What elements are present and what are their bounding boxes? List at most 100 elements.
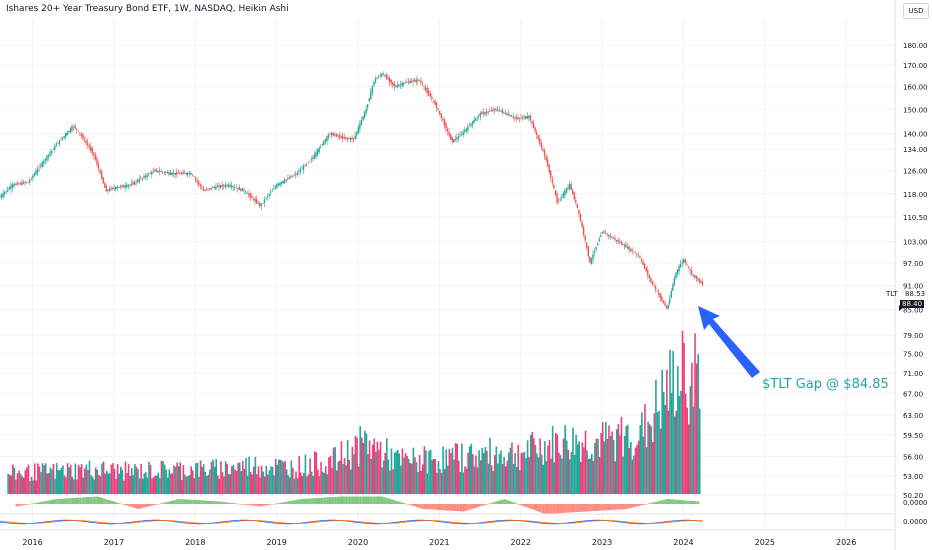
volume-bar	[71, 476, 74, 494]
volume-bar	[457, 460, 460, 494]
volume-bar	[385, 438, 388, 494]
oscillator-bar	[264, 504, 266, 506]
oscillator-bar	[340, 496, 343, 504]
oscillator-bar	[655, 501, 658, 504]
candle-body	[61, 137, 64, 140]
volume-bar	[611, 431, 613, 494]
oscillator-bar	[329, 497, 332, 504]
oscillator-bar	[558, 504, 561, 514]
oscillator-bar	[433, 504, 435, 510]
oscillator-bar	[630, 504, 632, 508]
candle-body	[338, 135, 341, 138]
candle-body	[631, 249, 633, 252]
oscillator-bar	[114, 501, 116, 504]
oscillator-bar	[586, 504, 589, 512]
candle-body	[7, 188, 9, 192]
oscillator-bar	[409, 504, 412, 506]
oscillator-bar	[98, 496, 101, 504]
volume-bar	[195, 463, 197, 494]
oscillator-bar	[361, 496, 363, 504]
oscillator-bar	[245, 504, 248, 505]
volume-bar	[464, 466, 466, 494]
currency-button[interactable]: USD	[903, 3, 929, 19]
volume-bar	[282, 462, 285, 494]
oscillator-bar	[525, 504, 528, 508]
candle-body	[629, 249, 632, 251]
candle-body	[359, 123, 361, 130]
volume-bar	[126, 473, 128, 494]
oscillator-bar	[553, 504, 556, 514]
candle-body	[418, 80, 421, 81]
volume-bar	[231, 466, 233, 494]
volume-bar	[537, 457, 540, 494]
candle-body	[238, 187, 241, 190]
volume-bar	[500, 450, 502, 494]
volume-bar	[637, 440, 640, 494]
volume-bar	[33, 463, 36, 494]
candle-body	[282, 180, 284, 184]
oscillator-bar	[453, 504, 456, 511]
volume-bar	[170, 473, 172, 494]
oscillator-bar	[253, 504, 255, 506]
candle-body	[420, 80, 422, 83]
candle-body	[503, 111, 505, 113]
volume-bar	[498, 453, 501, 494]
volume-bar	[545, 460, 548, 494]
candle-body	[295, 174, 297, 175]
candle-body	[63, 135, 65, 138]
oscillator-bar	[134, 504, 136, 509]
oscillator-bar	[303, 498, 305, 504]
candle-body	[523, 116, 525, 118]
volume-bar	[608, 425, 610, 494]
oscillator-bar	[104, 498, 107, 504]
volume-bar	[550, 458, 552, 494]
volume-bar	[201, 466, 203, 494]
oscillator-bar	[247, 504, 249, 505]
oscillator-bar	[248, 504, 251, 506]
oscillator-bar	[384, 497, 387, 504]
candle-body	[19, 182, 22, 184]
volume-bar	[24, 470, 27, 494]
oscillator-bar	[351, 496, 354, 504]
candle-body	[510, 115, 513, 117]
time-axis[interactable]: 2016 2017 2018 2019 2020 2021 2022 2023 2024 2025…	[22, 538, 856, 547]
candle-body	[675, 272, 677, 278]
oscillator-bar	[680, 500, 683, 504]
volume-bar	[334, 447, 336, 494]
candle-body	[374, 78, 377, 82]
grid	[0, 20, 895, 530]
price-tick-label: 53.00	[903, 473, 923, 481]
oscillator-bar	[572, 504, 575, 513]
volume-bar	[124, 461, 127, 494]
candle-body	[274, 186, 277, 189]
volume-bar	[387, 459, 390, 494]
volume-bar	[263, 476, 266, 494]
time-tick-label: 2025	[755, 538, 775, 547]
volume-bar	[121, 469, 124, 494]
oscillator-bar	[347, 496, 349, 504]
candle-body	[700, 280, 702, 283]
candle-body	[426, 88, 428, 93]
candle-body	[590, 258, 593, 265]
candle-body	[132, 182, 134, 185]
price-axis[interactable]: 180.00 170.00 160.00 150.00 140.00 134.00 126.…	[894, 0, 928, 550]
candle-body	[147, 174, 150, 175]
candle-body	[689, 269, 691, 271]
time-tick-label: 2021	[429, 538, 449, 547]
candle-body	[617, 239, 619, 242]
candle-body	[482, 112, 485, 114]
candle-body	[564, 191, 566, 196]
oscillator-bar	[292, 500, 295, 504]
oscillator-bar	[672, 499, 675, 504]
candle-body	[431, 96, 433, 100]
volume-bar	[350, 469, 352, 494]
oscillator-bar	[378, 496, 381, 504]
oscillator-bar	[491, 502, 493, 504]
volume-bar	[375, 451, 377, 494]
oscillator-bar	[467, 504, 470, 511]
oscillator-bar	[284, 501, 287, 504]
candle-body	[121, 185, 123, 188]
oscillator-bar	[34, 503, 36, 504]
oscillator-bar	[17, 504, 19, 507]
